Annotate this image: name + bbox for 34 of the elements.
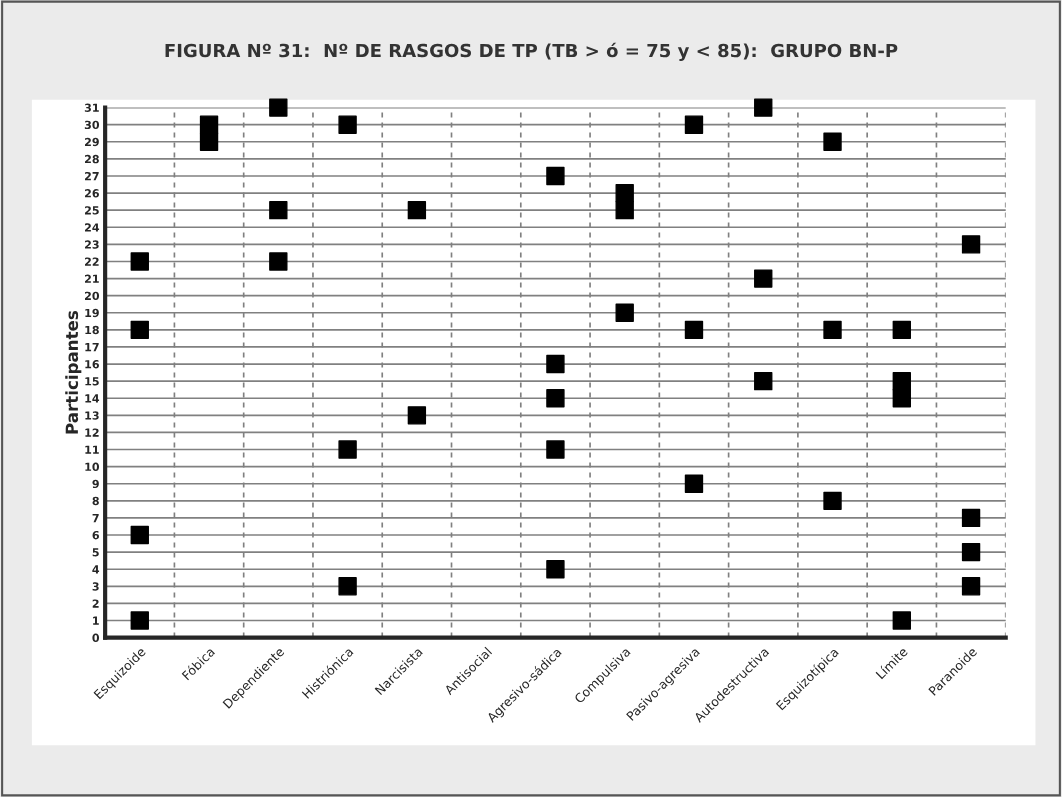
y-tick-label: 29: [85, 137, 99, 147]
y-tick-label: 24: [85, 223, 100, 232]
y-tick-label: 20: [85, 291, 100, 301]
y-tick-label: 21: [85, 274, 99, 283]
y-tick-label: 22: [85, 257, 99, 266]
y-tick-label: 5: [92, 548, 99, 557]
y-tick-label: 1: [93, 616, 99, 625]
y-axis-title: Participantes: [65, 311, 82, 434]
y-tick-label: 13: [85, 411, 99, 420]
y-tick-label: 0: [92, 633, 100, 642]
y-tick-label: 9: [92, 479, 99, 489]
y-tick-label: 19: [85, 308, 99, 318]
y-tick-label: 16: [85, 360, 99, 369]
y-tick-label: 15: [85, 377, 99, 386]
y-tick-label: 6: [92, 531, 99, 540]
y-tick-label: 26: [85, 189, 99, 198]
y-tick-label: 25: [85, 206, 99, 215]
y-tick-label: 14: [85, 394, 100, 403]
y-tick-label: 23: [85, 240, 99, 249]
y-tick-label: 2: [92, 599, 99, 608]
y-tick-label: 18: [85, 325, 99, 335]
y-tick-label: 10: [85, 462, 100, 472]
y-tick-label: 17: [85, 343, 99, 352]
y-tick-label: 7: [92, 514, 99, 523]
y-tick-label: 8: [92, 496, 99, 506]
y-tick-label: 27: [85, 171, 99, 181]
y-tick-label: 4: [92, 565, 100, 574]
y-tick-label: 31: [84, 103, 99, 112]
chart-title: FIGURA Nº 31: Nº DE RASGOS DE TP (TB > ó = 75 y < 85): GRUPO BN-P: [165, 42, 898, 61]
y-tick-label: 28: [85, 154, 99, 164]
y-tick-label: 11: [85, 445, 99, 454]
y-tick-label: 30: [84, 120, 100, 130]
y-tick-label: 3: [92, 582, 99, 591]
y-tick-label: 12: [85, 428, 99, 437]
